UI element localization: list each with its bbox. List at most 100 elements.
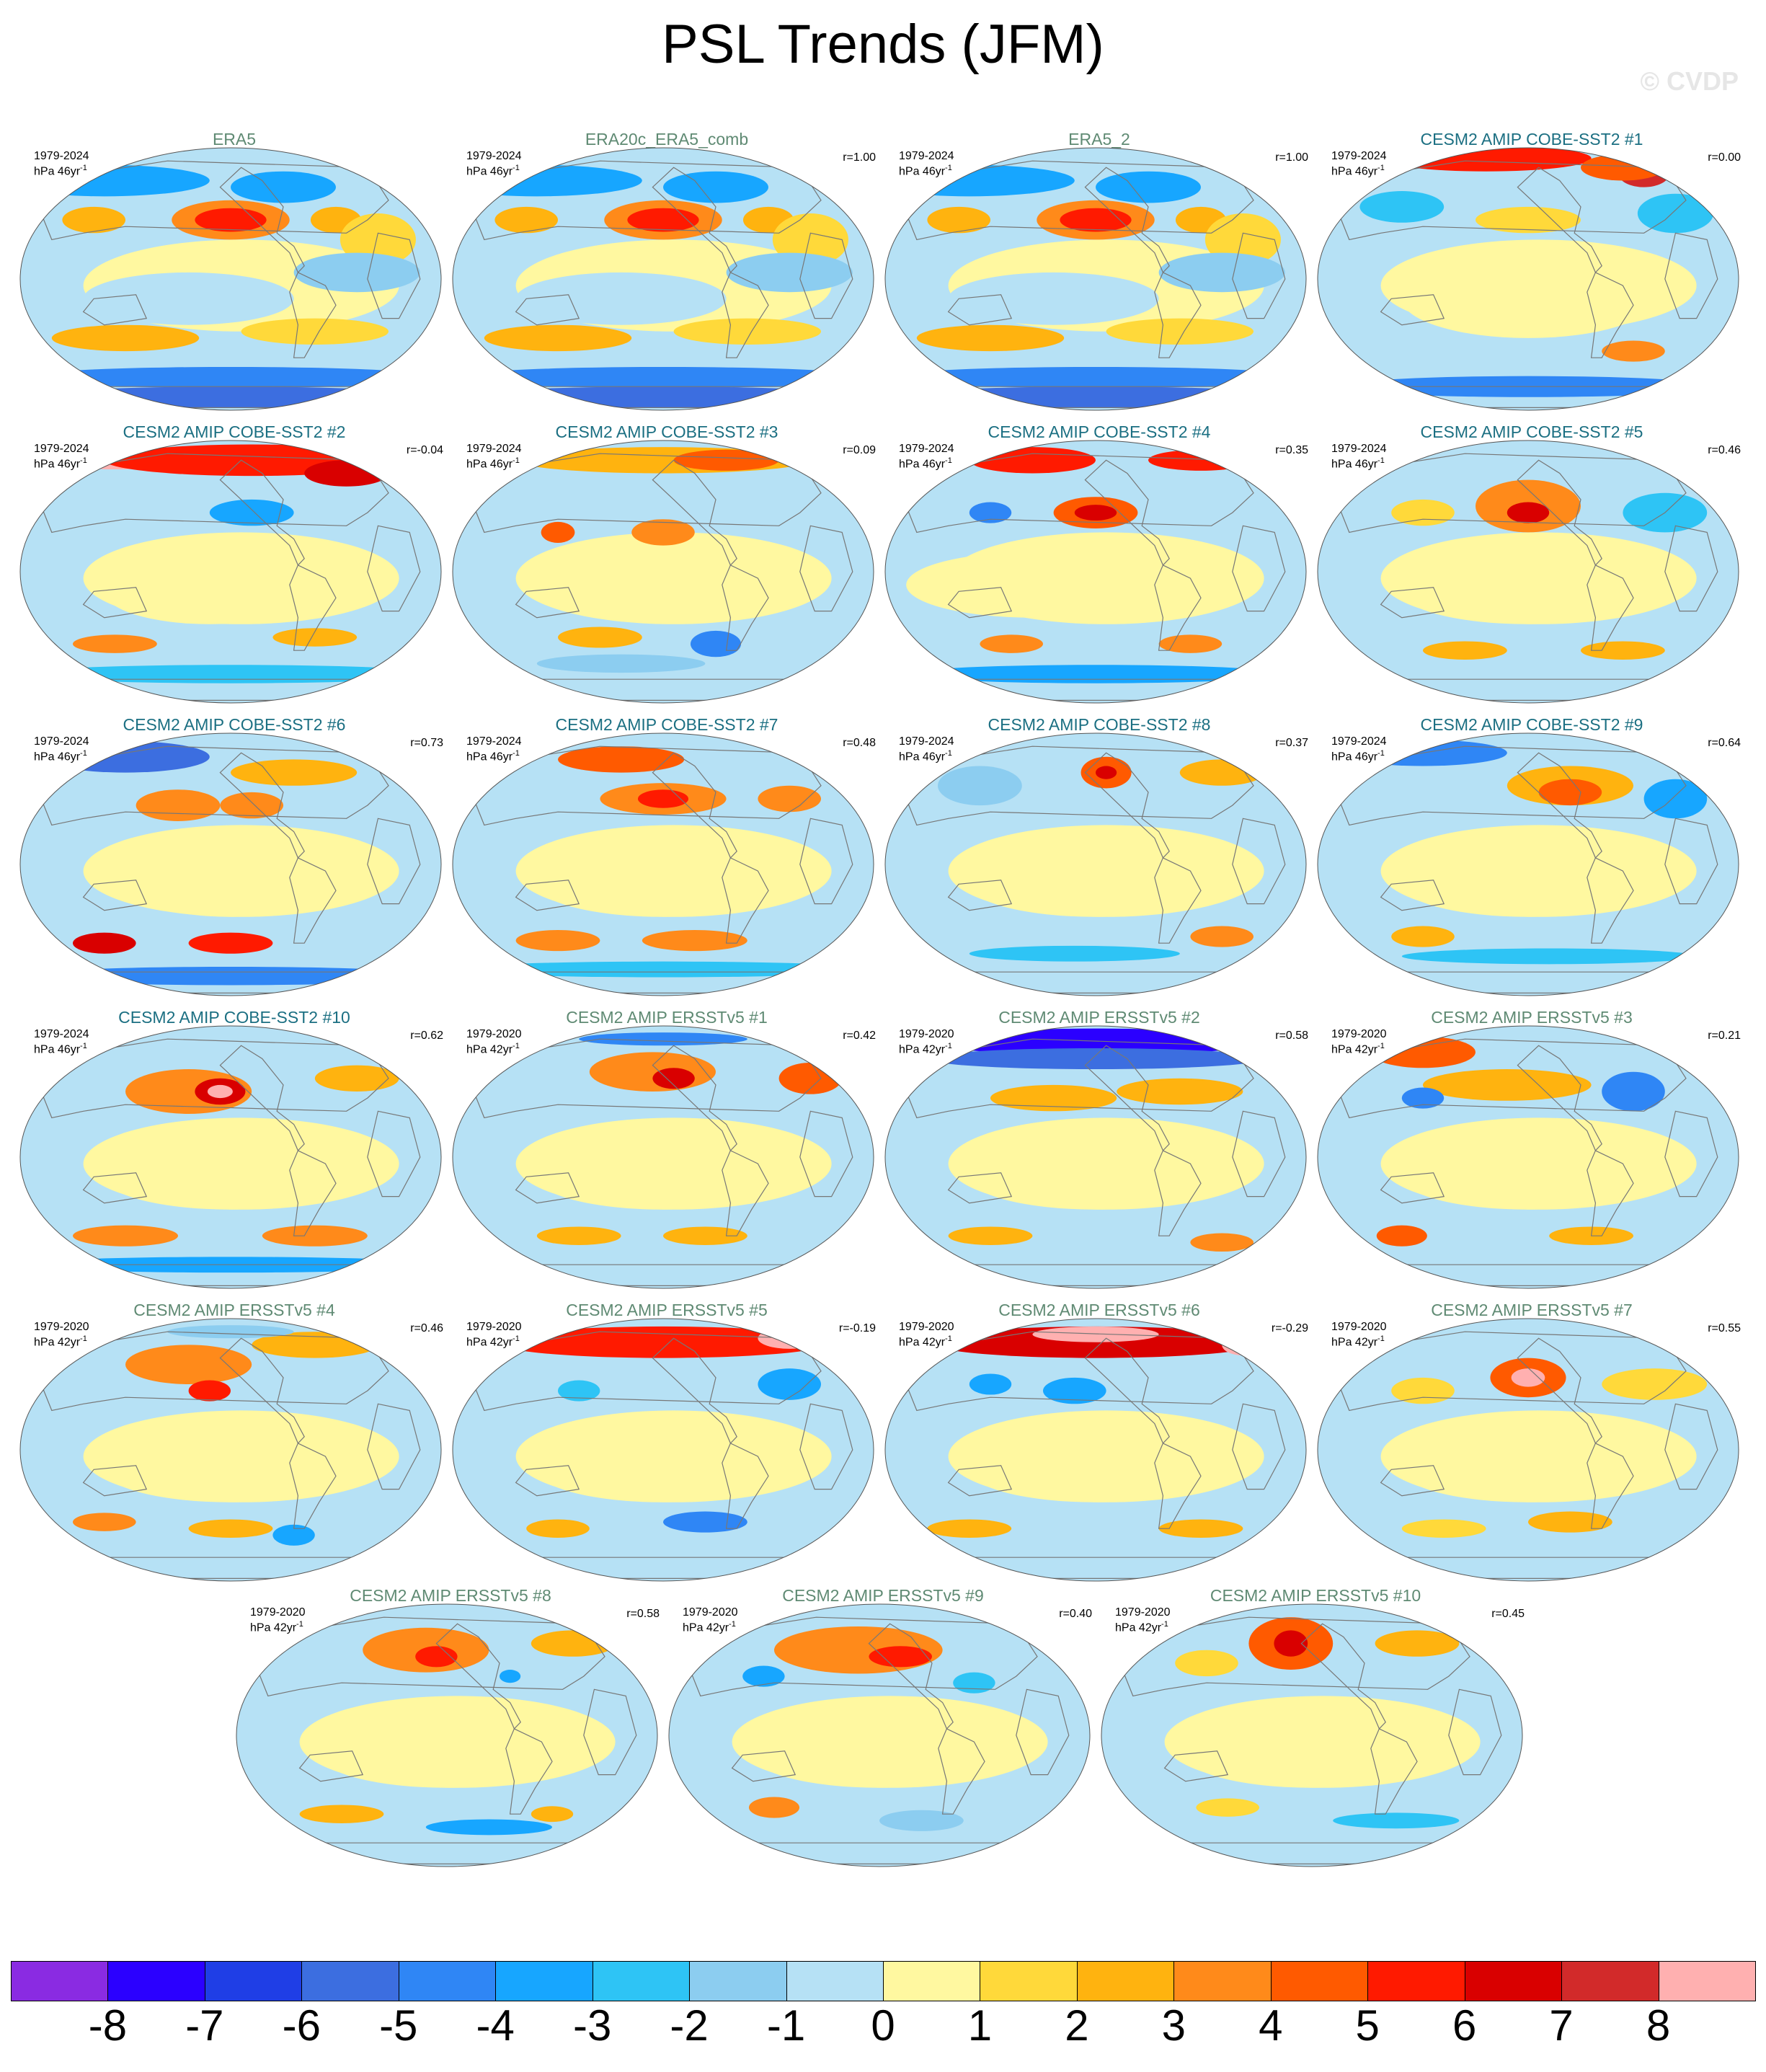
trend-region: [500, 1670, 521, 1683]
trend-region: [125, 1345, 252, 1384]
panel-title: CESM2 AMIP COBE-SST2 #7: [555, 715, 778, 734]
panel-period: 1979-2024: [34, 150, 89, 162]
trend-region: [663, 171, 768, 203]
panel-title: CESM2 AMIP COBE-SST2 #1: [1420, 130, 1643, 149]
trend-map: [884, 732, 1307, 996]
trend-region: [1196, 1798, 1259, 1817]
trend-region: [484, 324, 632, 352]
map-outline: [668, 1603, 1091, 1867]
panel-correlation: r=0.58: [1275, 1030, 1308, 1042]
trend-region: [1391, 926, 1455, 947]
panel-correlation: r=0.45: [1491, 1608, 1525, 1620]
trend-region: [969, 502, 1012, 523]
map-panel: CESM2 AMIP COBE-SST2 #7 1979-2024 hPa 46yr…: [451, 715, 883, 1004]
panel-units: hPa 46yr-1: [34, 1042, 87, 1056]
panel-period: 1979-2024: [899, 735, 954, 748]
map-panel: CESM2 AMIP COBE-SST2 #10 1979-2024 hPa 46y…: [18, 1008, 451, 1296]
colorbar: [11, 1961, 1756, 2004]
coastline: [938, 1728, 985, 1815]
coastline: [905, 1038, 1254, 1119]
panel-title: CESM2 AMIP COBE-SST2 #4: [988, 422, 1211, 441]
coastline: [652, 459, 737, 566]
trend-region: [1538, 779, 1602, 806]
map-outline: [1317, 147, 1739, 411]
trend-region: [231, 171, 336, 203]
trend-map: [1317, 440, 1739, 704]
coastline: [219, 752, 305, 859]
panel-years: 42yr: [1354, 1043, 1378, 1056]
trend-region: [241, 318, 389, 345]
panel-correlation: r=1.00: [1275, 151, 1308, 164]
panel-correlation: r=0.55: [1708, 1322, 1741, 1334]
coastline: [40, 453, 389, 534]
panel-correlation: r=0.48: [843, 737, 876, 749]
trend-region: [1185, 1722, 1439, 1788]
trend-region: [1043, 1377, 1106, 1404]
map-panel: CESM2 AMIP ERSSTv5 #9 1979-2020 hPa 42yr-1…: [667, 1586, 1099, 1874]
coastline: [652, 1337, 737, 1444]
panel-correlation: r=0.37: [1275, 737, 1308, 749]
trend-region: [969, 1143, 1223, 1210]
panel-correlation: r=0.62: [410, 1030, 443, 1042]
panel-title: CESM2 AMIP ERSSTv5 #1: [566, 1008, 768, 1027]
panel-units: hPa 46yr-1: [1331, 164, 1385, 178]
trend-region: [558, 1380, 600, 1402]
panel-correlation: r=0.21: [1708, 1030, 1741, 1042]
colorbar-tick-label: 7: [1549, 2001, 1574, 2050]
panel-units: hPa 46yr-1: [466, 749, 520, 763]
panel-units: hPa 46yr-1: [34, 164, 87, 178]
trend-region: [293, 252, 420, 293]
coastline: [289, 565, 337, 651]
colorbar-labels: -8 -7 -6 -5 -4 -3 -2 -1 0 1 2 3 4 5 6 7 8: [0, 2001, 1766, 2066]
trend-region: [1148, 449, 1253, 471]
trend-region: [969, 1436, 1223, 1502]
map-outline: [452, 732, 874, 996]
panel-units: hPa 42yr-1: [466, 1334, 520, 1349]
coastline: [1163, 1750, 1229, 1782]
colorbar-swatch: [883, 1961, 981, 2001]
panel-title: CESM2 AMIP ERSSTv5 #8: [350, 1586, 551, 1605]
panel-units: hPa 42yr-1: [899, 1334, 952, 1349]
panel-period: 1979-2024: [1331, 150, 1387, 162]
coastline: [799, 818, 853, 905]
panel-title: CESM2 AMIP COBE-SST2 #9: [1420, 715, 1643, 734]
colorbar-tick-label: 4: [1259, 2001, 1283, 2050]
panel-title: ERA5: [212, 130, 257, 149]
coastline: [799, 232, 853, 319]
trend-region: [541, 521, 575, 543]
trend-region: [652, 1068, 695, 1089]
trend-region: [207, 1084, 233, 1099]
colorbar-swatch: [1270, 1961, 1369, 2001]
panel-title: ERA5_2: [1068, 130, 1130, 149]
coastline: [1664, 232, 1718, 319]
coastline: [1084, 1337, 1170, 1444]
panel-years: 42yr: [1138, 1621, 1162, 1634]
coastline: [905, 160, 1254, 241]
panel-correlation: r=0.58: [626, 1608, 660, 1620]
panel-period: 1979-2024: [466, 443, 522, 455]
coastline: [219, 459, 305, 566]
panel-title: CESM2 AMIP ERSSTv5 #9: [782, 1586, 984, 1605]
trend-region: [906, 665, 1285, 683]
trend-region: [299, 1805, 384, 1823]
coastline: [289, 1150, 337, 1236]
trend-region: [125, 851, 336, 917]
coastline: [1232, 1110, 1286, 1197]
trend-region: [927, 1326, 1264, 1358]
trend-region: [969, 1373, 1012, 1395]
trend-region: [453, 961, 874, 978]
coastline: [1232, 1403, 1286, 1490]
trend-region: [1375, 1630, 1460, 1657]
colorbar-swatch: [107, 1961, 205, 2001]
panel-period: 1979-2024: [34, 443, 89, 455]
map-outline: [884, 440, 1307, 704]
trend-region: [1401, 851, 1655, 917]
trend-region: [320, 1722, 574, 1788]
coastline: [82, 880, 148, 911]
trend-region: [627, 208, 699, 232]
colorbar-swatch: [204, 1961, 303, 2001]
coastline: [947, 880, 1013, 911]
trend-region: [663, 1226, 747, 1245]
panel-title: CESM2 AMIP COBE-SST2 #6: [123, 715, 346, 734]
panel-correlation: r=0.42: [843, 1030, 876, 1042]
